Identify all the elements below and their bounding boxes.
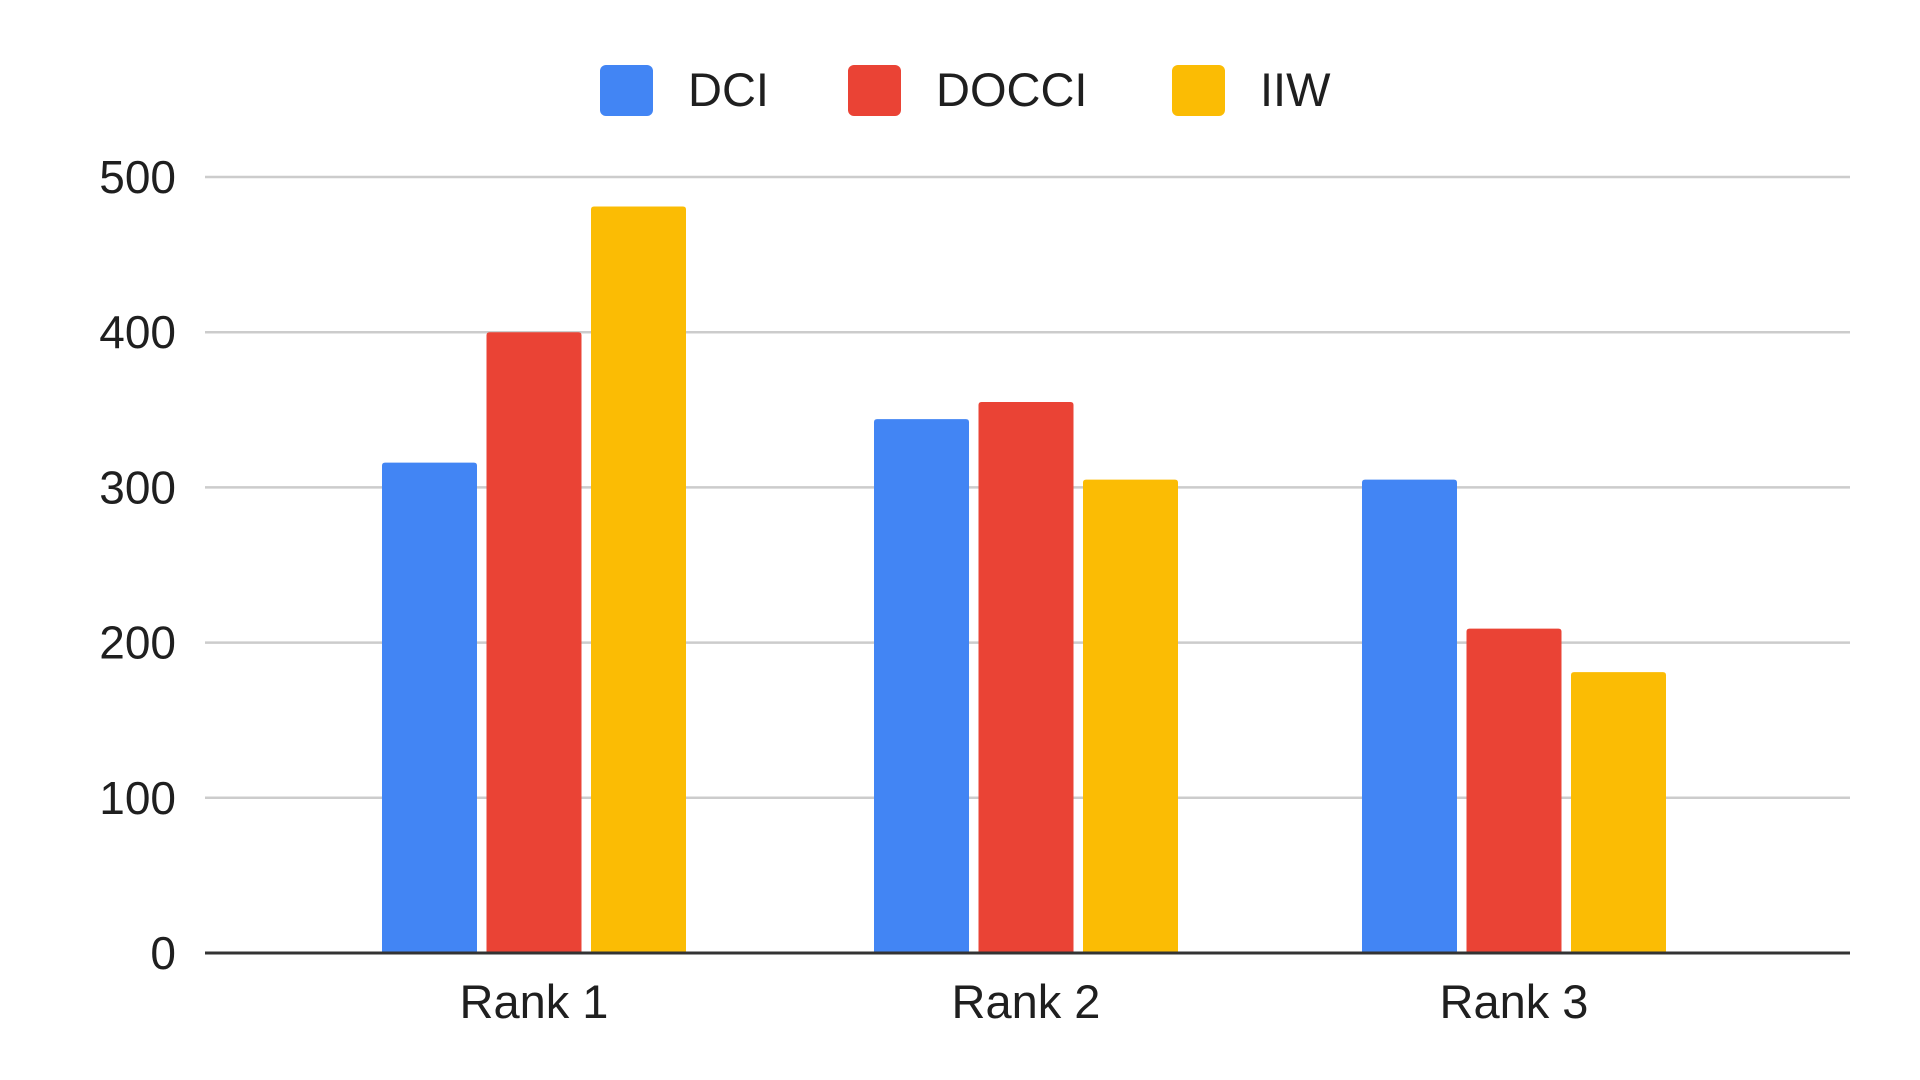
x-category-label: Rank 3	[1440, 975, 1589, 1028]
legend-label: IIW	[1260, 63, 1331, 116]
legend: DCI DOCCI IIW	[600, 63, 1331, 116]
bar-dci-rank-1	[382, 462, 477, 953]
bar-iiw-rank-2	[1083, 479, 1178, 953]
legend-label: DCI	[688, 63, 769, 116]
x-axis-categories: Rank 1 Rank 2 Rank 3	[460, 975, 1589, 1028]
bar-iiw-rank-3	[1571, 672, 1666, 953]
bar-iiw-rank-1	[591, 206, 686, 953]
bar-docci-rank-2	[978, 402, 1074, 953]
x-category-label: Rank 2	[952, 975, 1101, 1028]
legend-item-dci: DCI	[600, 63, 769, 116]
y-tick-label: 500	[99, 151, 176, 203]
y-tick-label: 400	[99, 306, 176, 358]
legend-item-docci: DOCCI	[848, 63, 1087, 116]
bar-docci-rank-3	[1466, 628, 1562, 953]
legend-item-iiw: IIW	[1172, 63, 1331, 116]
legend-swatch	[600, 65, 653, 116]
legend-swatch	[848, 65, 901, 116]
x-category-label: Rank 1	[460, 975, 609, 1028]
y-tick-label: 200	[99, 617, 176, 669]
legend-label: DOCCI	[936, 63, 1087, 116]
y-tick-label: 0	[150, 927, 176, 979]
bar-dci-rank-3	[1362, 479, 1457, 953]
bars	[382, 206, 1666, 953]
legend-swatch	[1172, 65, 1225, 116]
y-tick-label: 100	[99, 772, 176, 824]
y-axis-ticks: 0 100 200 300 400 500	[99, 151, 176, 979]
bar-dci-rank-2	[874, 419, 969, 953]
bar-docci-rank-1	[486, 332, 582, 953]
y-tick-label: 300	[99, 461, 176, 513]
